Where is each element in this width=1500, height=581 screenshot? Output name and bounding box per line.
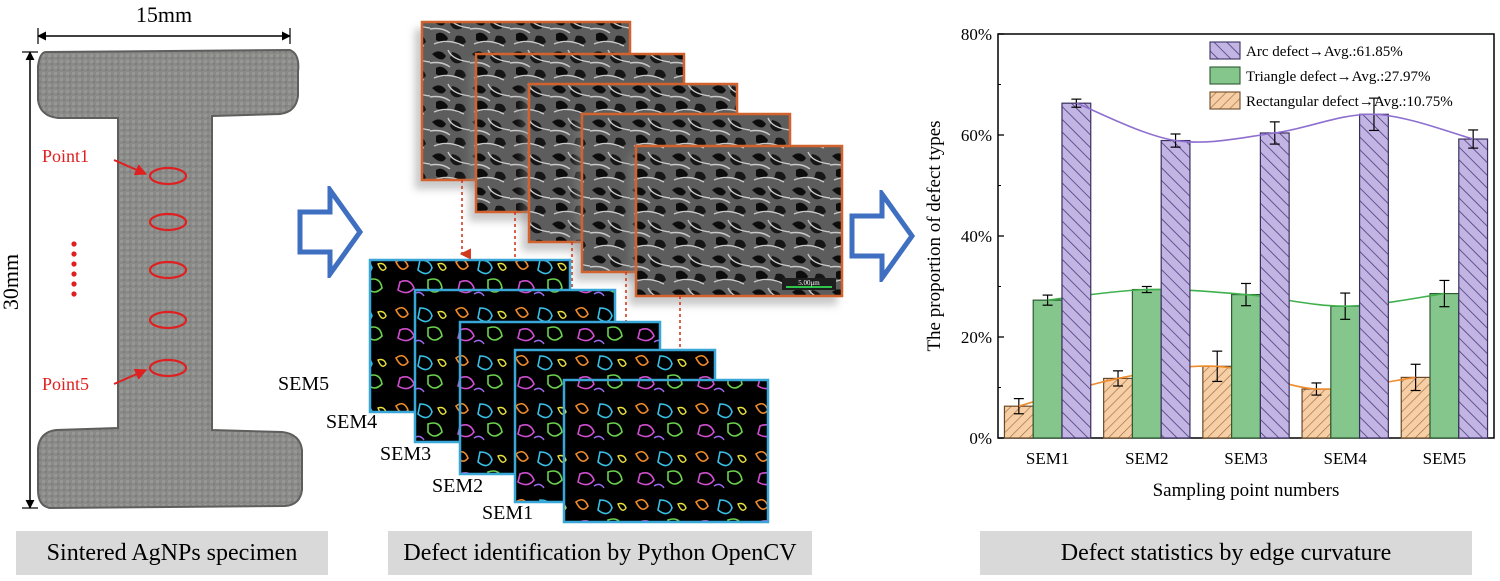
opencv-figure: 5.00μm SEM5 SEM4 SEM3 SEM2 SEM1 [278,20,844,524]
block-arrow-right-icon [297,186,364,278]
defect-chart: 0% 20% 40% 60% 80% SEM1 SEM2 SEM3 SEM4 SEM5 Arc de… [924,25,1495,501]
sem-label: SEM1 [482,502,533,524]
x-tick-label: SEM4 [1323,449,1367,468]
bar [1003,405,1034,439]
specimen-figure: 15mm 30mm Point1 Point5 [0,2,303,510]
bar [1103,377,1134,439]
bar [1061,102,1092,439]
height-label: 30mm [0,254,23,310]
legend-swatch [1209,66,1241,85]
mapping-arrows [459,180,689,380]
bar [1231,293,1261,439]
sem-image [634,144,844,298]
specimen-panel: 15mm 30mm Point1 Point5 [0,0,330,520]
bar [1259,132,1290,439]
scale-bar-text: 5.00μm [798,279,820,287]
bar [1330,305,1361,439]
bar [1160,139,1191,439]
y-tick-label: 80% [961,25,992,44]
ellipsis-dots-icon [71,241,77,297]
sem-labels: SEM5 SEM4 SEM3 SEM2 SEM1 [278,373,533,524]
y-tick-label: 20% [961,328,992,347]
opencv-panel: 5.00μm SEM5 SEM4 SEM3 SEM2 SEM1 [270,14,870,524]
sem-image-stack: 5.00μm [420,20,844,298]
legend-swatch [1209,91,1241,110]
x-axis-label: Sampling point numbers [1153,480,1340,501]
point1-label: Point1 [42,146,89,166]
contour-image-stack [368,258,770,524]
x-tick-label: SEM1 [1026,449,1069,468]
sem-label: SEM4 [326,411,377,433]
caption-specimen: Sintered AgNPs specimen [16,531,328,575]
sem-label: SEM3 [380,443,431,465]
trend-line [1076,102,1474,143]
width-label: 15mm [136,2,192,27]
y-tick-label: 0% [969,429,992,448]
caption-opencv: Defect identification by Python OpenCV [388,531,812,575]
caption-chart: Defect statistics by edge curvature [980,531,1472,575]
legend-swatch [1209,41,1241,60]
block-arrow-right-icon [849,190,916,282]
y-tick-label: 40% [961,227,992,246]
sem-label: SEM5 [278,373,329,395]
y-tick-label: 60% [961,126,992,145]
x-tick-label: SEM2 [1125,449,1168,468]
chart-panel: 0% 20% 40% 60% 80% SEM1 SEM2 SEM3 SEM4 SEM5 Arc de… [918,14,1500,524]
y-axis-label: The proportion of defect types [924,120,945,351]
bar [1458,138,1489,439]
sem-label: SEM2 [432,475,483,497]
legend-label: Rectangular defect→Avg.:10.75% [1246,94,1453,110]
legend-label: Arc defect→Avg.:61.85% [1246,44,1403,60]
legend-label: Triangle defect→Avg.:27.97% [1246,69,1431,85]
bar [1358,113,1389,439]
x-tick-label: SEM5 [1423,449,1466,468]
bar [1429,292,1460,439]
contour-image [562,378,770,524]
bar [1032,299,1063,439]
x-tick-label: SEM3 [1224,449,1267,468]
sampling-markers [148,166,188,378]
bar [1131,288,1162,439]
bar [1301,388,1332,439]
point5-label: Point5 [42,374,89,394]
